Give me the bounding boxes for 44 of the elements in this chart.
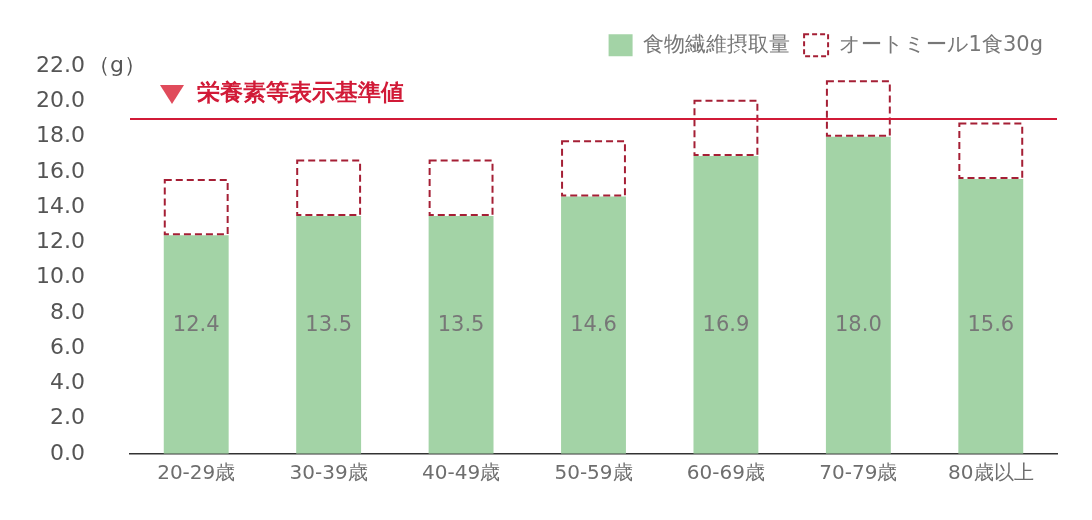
- y-axis-title: （g）: [88, 51, 146, 77]
- data-label: 16.9: [702, 312, 750, 337]
- y-tick-label: 16.0: [36, 157, 85, 183]
- data-label: 14.6: [570, 312, 617, 337]
- y-tick-label: 14.0: [36, 192, 85, 218]
- bar: [958, 122, 1024, 179]
- data-label: 15.6: [967, 312, 1015, 337]
- bar: [428, 159, 494, 216]
- bar: [296, 159, 362, 216]
- data-label: 12.4: [172, 312, 220, 337]
- bar: [825, 136, 891, 454]
- x-tick-label: 20-29歳: [157, 460, 236, 484]
- y-tick-label: 2.0: [50, 404, 85, 430]
- bar: [561, 196, 626, 454]
- y-tick-label: 8.0: [50, 298, 85, 324]
- ref-line-label: 栄養素等表示基準値: [197, 79, 404, 106]
- y-tick-label: 10.0: [36, 263, 85, 289]
- data-label: 13.5: [305, 312, 353, 337]
- y-tick-label: 0.0: [50, 439, 85, 465]
- bar: [825, 80, 891, 137]
- x-tick-label: 40-49歳: [422, 460, 501, 484]
- bar: [958, 178, 1024, 454]
- legend-label: 食物繊維摂取量: [643, 31, 791, 56]
- x-tick-label: 80歳以上: [948, 460, 1034, 484]
- bar: [693, 99, 759, 157]
- data-label: 18.0: [834, 312, 882, 337]
- y-tick-label: 12.0: [36, 228, 85, 254]
- x-tick-label: 50-59歳: [554, 460, 633, 484]
- bar: [428, 215, 494, 454]
- y-tick-label: 18.0: [36, 122, 85, 148]
- x-tick-label: 30-39歳: [289, 460, 368, 484]
- y-tick-label: 20.0: [36, 87, 85, 113]
- x-tick-label: 70-79歳: [819, 460, 898, 484]
- y-tick-label: 4.0: [50, 369, 85, 395]
- legend-label: オートミール1食30g: [838, 31, 1044, 56]
- y-tick-label: 22.0: [36, 51, 85, 77]
- data-label: 13.5: [437, 312, 485, 337]
- bar: [163, 178, 229, 236]
- bar: [693, 156, 759, 454]
- bar: [296, 215, 362, 454]
- bar: [163, 235, 229, 454]
- x-tick-label: 60-69歳: [686, 460, 765, 484]
- bar: [561, 140, 626, 197]
- y-tick-label: 6.0: [50, 333, 85, 359]
